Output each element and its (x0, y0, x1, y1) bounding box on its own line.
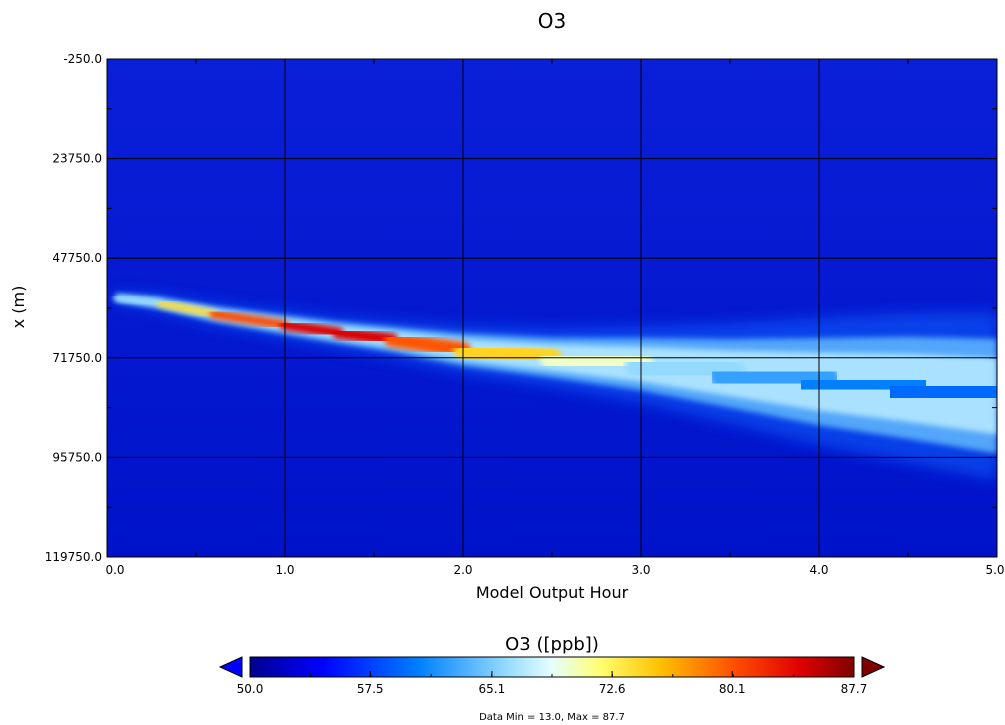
plume-segment (332, 326, 398, 346)
colorbar-tick-label: 65.1 (479, 682, 506, 696)
heatmap-plume (113, 292, 997, 481)
colorbar-tick-label: 50.0 (237, 682, 264, 696)
plume-segment (209, 309, 290, 330)
plume-segment (384, 331, 471, 358)
y-tick-label: 23750.0 (52, 152, 102, 166)
colorbar-tick-label: 72.6 (599, 682, 626, 696)
colorbar-title: O3 ([ppb]) (505, 634, 599, 655)
axis-ticks (106, 58, 998, 558)
plume-segment (156, 299, 218, 318)
plume-segment (279, 319, 344, 339)
y-tick-label: 71750.0 (52, 351, 102, 365)
y-tick-label: 47750.0 (52, 251, 102, 265)
x-tick-label: 0.0 (105, 563, 124, 577)
x-axis-title: Model Output Hour (476, 583, 629, 602)
x-tick-label: 1.0 (275, 563, 294, 577)
x-tick-label: 4.0 (809, 563, 828, 577)
y-tick-label: -250.0 (63, 52, 102, 66)
data-range-note: Data Min = 13.0, Max = 87.7 (479, 712, 625, 723)
colorbar-tick-label: 57.5 (357, 682, 384, 696)
x-tick-label: 5.0 (985, 563, 1004, 577)
y-tick-label: 119750.0 (45, 550, 102, 564)
x-tick-label: 3.0 (631, 563, 650, 577)
grid-lines (107, 59, 997, 557)
colorbar-tick-label: 87.7 (841, 682, 868, 696)
y-tick-label: 95750.0 (52, 450, 102, 464)
y-axis-tick-labels: -250.0 23750.0 47750.0 71750.0 95750.0 119750… (45, 52, 102, 564)
x-tick-label: 2.0 (453, 563, 472, 577)
colorbar-tick-label: 80.1 (719, 682, 746, 696)
colorbar: 50.0 57.5 65.1 72.6 80.1 87.7 (218, 656, 886, 696)
plume-segment (879, 358, 997, 426)
chart-title: O3 (538, 9, 566, 33)
colorbar-min-extend (218, 656, 243, 678)
x-axis-tick-labels: 0.0 1.0 2.0 3.0 4.0 5.0 (105, 563, 1004, 577)
colorbar-max-extend (861, 656, 886, 678)
y-axis-title: x (m) (9, 286, 28, 329)
plume-segment (113, 295, 163, 306)
plume-segment (453, 340, 562, 368)
